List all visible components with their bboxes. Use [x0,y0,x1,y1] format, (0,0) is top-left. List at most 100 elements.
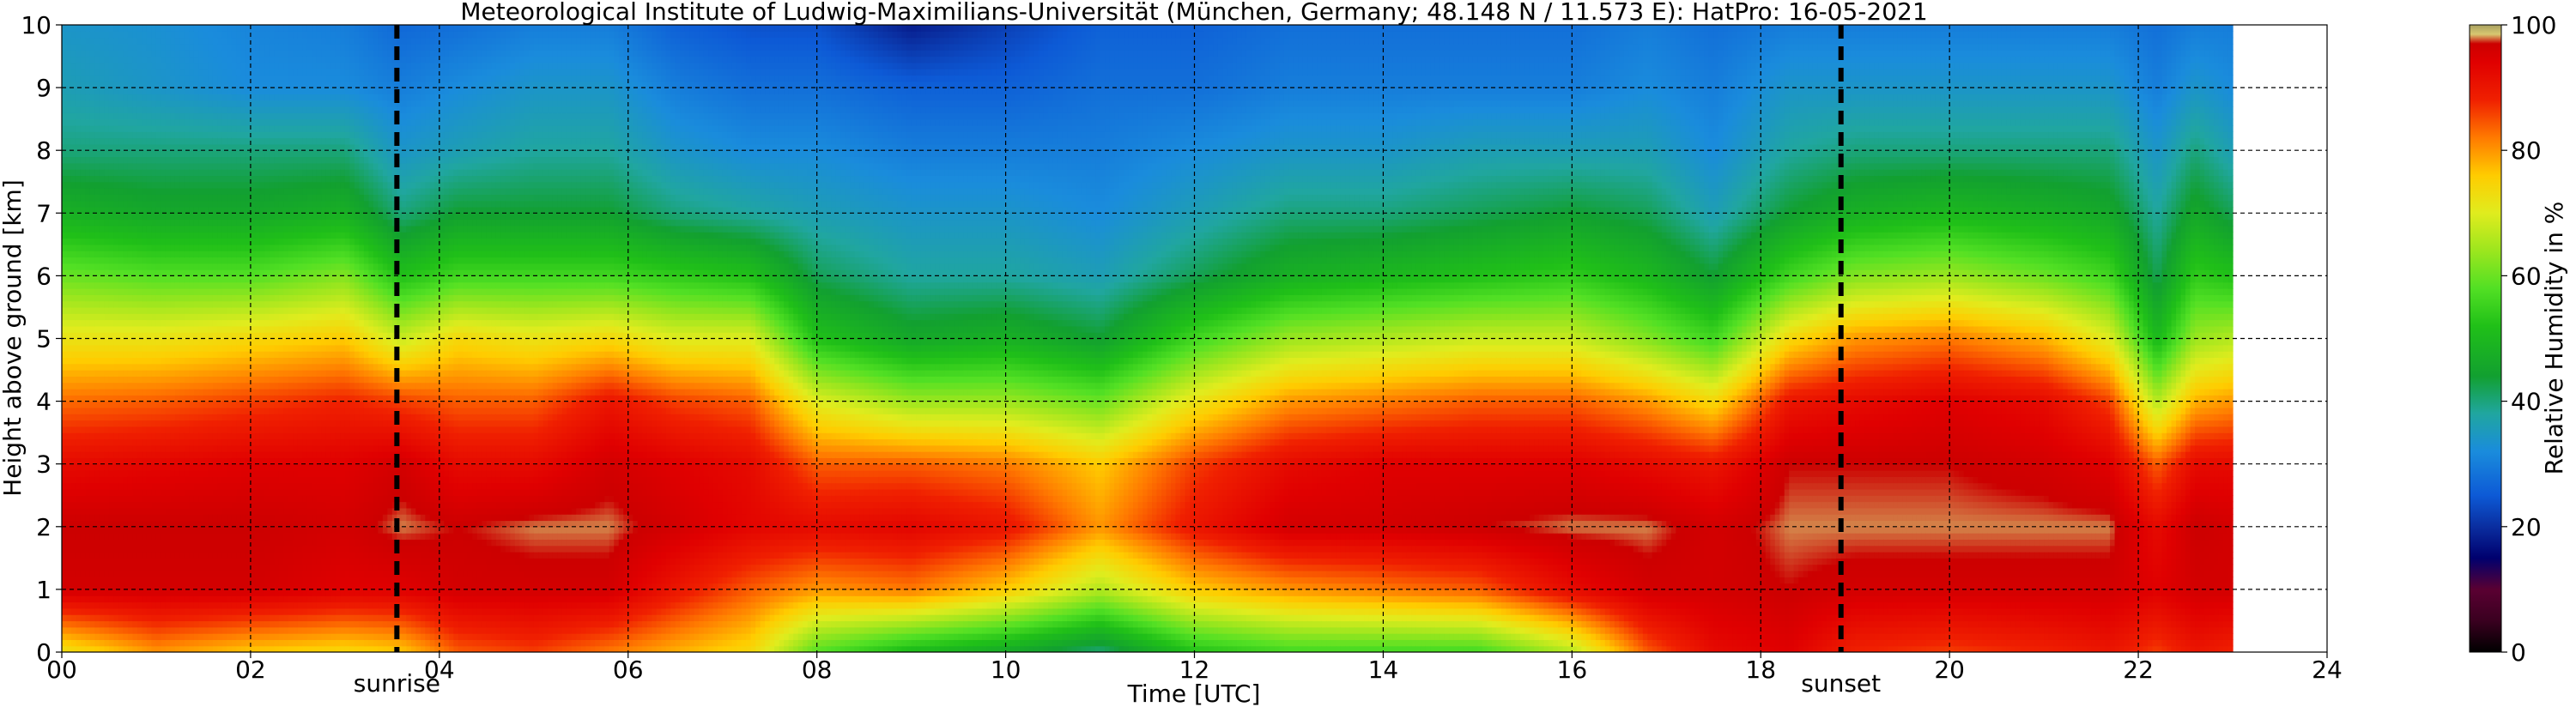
heatmap-cell [62,558,68,565]
heatmap-cell [76,570,82,577]
heatmap-cell [179,100,185,107]
heatmap-cell [198,407,204,414]
heatmap-cell [85,225,91,233]
heatmap-cell [231,156,238,164]
heatmap-cell [184,118,191,126]
heatmap-cell [283,281,289,289]
heatmap-cell [179,545,185,553]
heatmap-cell [269,482,276,490]
heatmap-cell [240,332,247,340]
heatmap-cell [66,645,72,652]
heatmap-cell [104,25,110,32]
heatmap-cell [80,351,87,359]
heatmap-cell [179,595,185,603]
heatmap-cell [184,131,191,139]
heatmap-cell [71,225,77,233]
heatmap-cell [132,451,138,458]
heatmap-cell [278,188,284,195]
heatmap-cell [108,388,115,396]
heatmap-cell [113,244,119,251]
heatmap-cell [269,75,276,82]
heatmap-cell [264,507,270,515]
heatmap-cell [142,451,148,458]
heatmap-cell [151,244,157,251]
heatmap-cell [151,306,157,314]
heatmap-cell [274,614,280,622]
heatmap-cell [151,50,157,57]
heatmap-cell [184,156,191,164]
heatmap-cell [231,275,238,283]
heatmap-cell [174,251,181,258]
heatmap-cell [62,552,68,559]
heatmap-cell [278,595,284,603]
heatmap-cell [193,514,200,522]
heatmap-cell [184,100,191,107]
heatmap-cell [198,476,204,484]
heatmap-cell [118,156,124,164]
heatmap-cell [203,570,209,577]
heatmap-cell [99,62,106,69]
heatmap-cell [132,564,138,571]
heatmap-cell [108,426,115,433]
heatmap-cell [184,558,191,565]
heatmap-cell [255,43,261,51]
heatmap-cell [132,319,138,327]
heatmap-cell [76,313,82,321]
heatmap-cell [76,564,82,571]
heatmap-cell [155,533,162,541]
heatmap-cell [208,200,214,208]
heatmap-cell [250,432,257,440]
heatmap-cell [108,639,115,647]
heatmap-cell [89,219,96,227]
heatmap-cell [227,438,233,446]
heatmap-cell [127,156,134,164]
heatmap-cell [293,414,299,421]
heatmap-cell [174,401,181,408]
heatmap-cell [193,401,200,408]
heatmap-cell [203,607,209,615]
heatmap-cell [71,137,77,145]
heatmap-cell [118,476,124,484]
heatmap-cell [66,533,72,541]
heatmap-cell [179,426,185,433]
heatmap-cell [127,338,134,346]
heatmap-cell [236,244,242,251]
heatmap-cell [113,31,119,39]
heatmap-cell [123,444,129,452]
heatmap-cell [174,633,181,640]
heatmap-cell [193,25,200,32]
heatmap-cell [221,232,228,239]
heatmap-cell [66,213,72,221]
heatmap-cell [198,338,204,346]
heatmap-cell [62,507,68,515]
heatmap-cell [278,156,284,164]
heatmap-cell [264,589,270,596]
heatmap-cell [203,357,209,365]
heatmap-cell [71,50,77,57]
heatmap-cell [113,614,119,622]
heatmap-cell [198,194,204,202]
heatmap-cell [174,420,181,427]
heatmap-cell [288,194,294,202]
heatmap-cell [269,100,276,107]
heatmap-cell [264,257,270,264]
heatmap-cell [227,407,233,414]
heatmap-cell [259,457,266,465]
heatmap-cell [123,395,129,402]
heatmap-cell [146,43,153,51]
heatmap-cell [151,332,157,340]
heatmap-cell [89,564,96,571]
heatmap-cell [85,501,91,509]
heatmap-cell [89,325,96,333]
heatmap-cell [245,476,252,484]
heatmap-cell [245,601,252,609]
heatmap-cell [142,620,148,628]
heatmap-cell [193,476,200,484]
heatmap-cell [208,275,214,283]
heatmap-cell [132,124,138,132]
heatmap-cell [193,150,200,158]
heatmap-cell [221,319,228,327]
heatmap-cell [208,589,214,596]
heatmap-cell [240,25,247,32]
heatmap-cell [66,100,72,107]
